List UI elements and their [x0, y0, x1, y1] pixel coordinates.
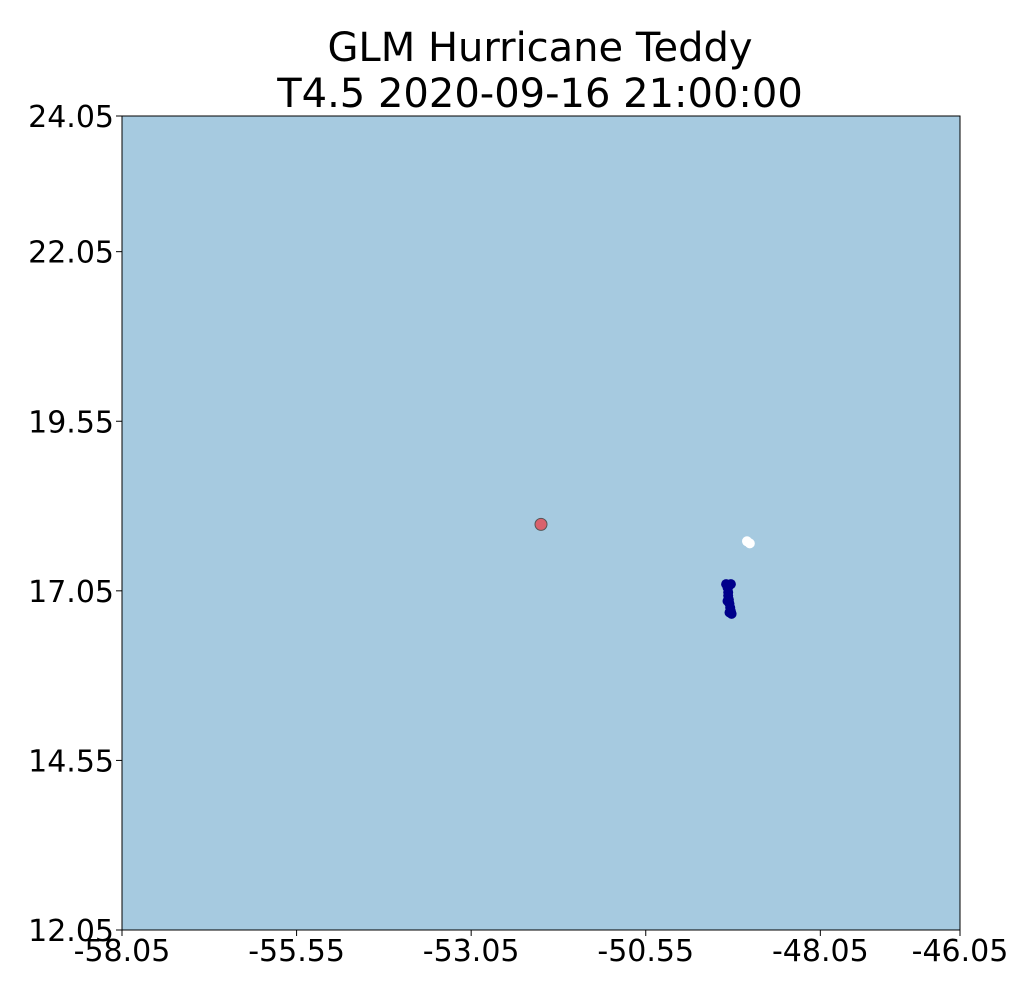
scatter-point-s0-12	[726, 608, 737, 619]
x-tick-label-5: -46.05	[912, 934, 1009, 969]
x-tick-label-1: -55.55	[248, 934, 345, 969]
x-tick-label-4: -48.05	[772, 934, 869, 969]
y-axis: 12.05 14.55 17.05 19.55 22.05 24.05	[28, 100, 122, 949]
scatter-point-s1-1	[744, 538, 755, 549]
y-tick-label-2: 17.05	[28, 575, 114, 610]
y-tick-label-4: 22.05	[28, 236, 114, 271]
x-tick-label-2: -53.05	[423, 934, 520, 969]
chart-title-line-2: T4.5 2020-09-16 21:00:00	[276, 71, 803, 117]
x-axis: -58.05 -55.55 -53.05 -50.55 -48.05 -46.05	[74, 930, 1009, 969]
y-tick-label-5: 24.05	[28, 100, 114, 135]
y-tick-label-0: 12.05	[28, 914, 114, 949]
y-tick-label-1: 14.55	[28, 744, 114, 779]
chart-title-line-1: GLM Hurricane Teddy	[327, 25, 752, 71]
x-tick-label-0: -58.05	[74, 934, 171, 969]
data-marks	[534, 517, 755, 619]
scatter-point-s2-0	[534, 517, 548, 531]
y-tick-label-3: 19.55	[28, 405, 114, 440]
x-tick-label-3: -50.55	[597, 934, 694, 969]
